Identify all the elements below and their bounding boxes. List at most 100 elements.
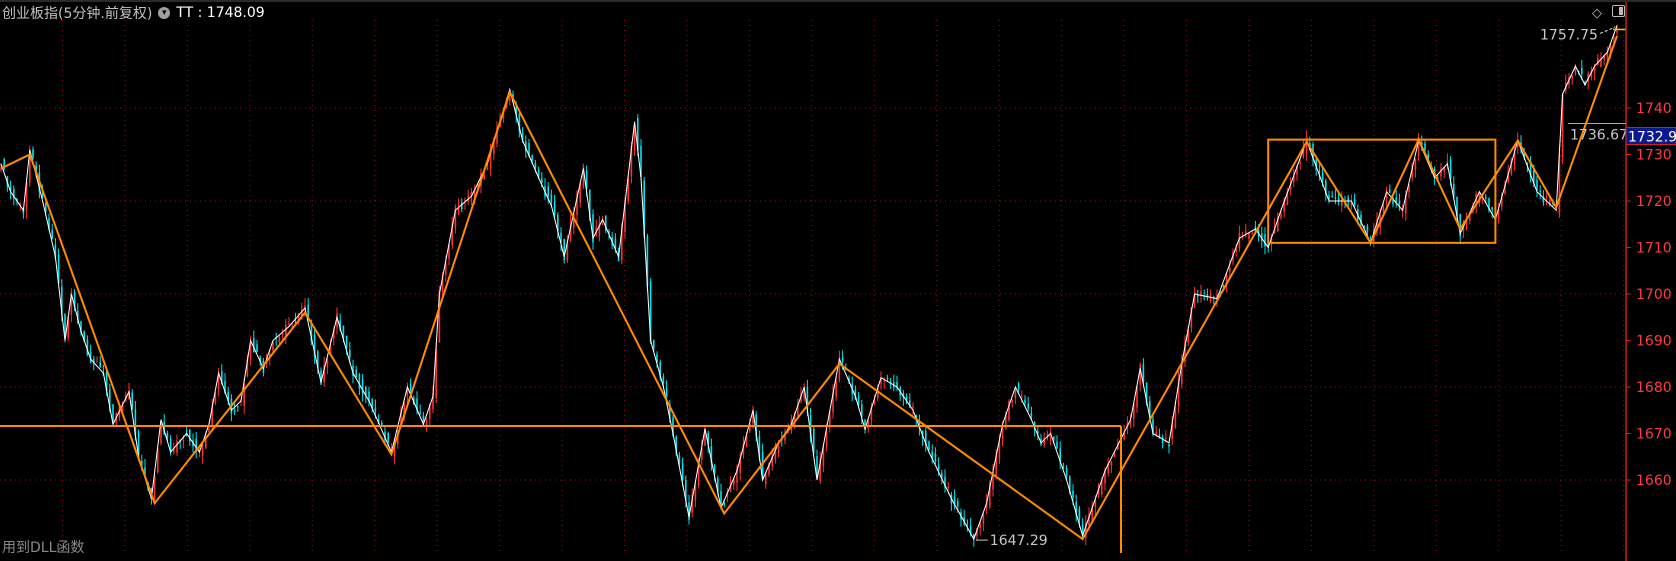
candle-body — [176, 440, 178, 453]
candle-body — [470, 191, 473, 197]
candle-body — [1293, 175, 1295, 182]
candle-body — [969, 525, 972, 534]
candle-body — [377, 419, 380, 424]
annotations: 1757.75 1647.29 1736.67 1732.9 — [975, 26, 1676, 549]
candle-body — [825, 431, 828, 448]
candle-body — [573, 214, 575, 228]
candle-body — [557, 214, 559, 232]
circle-chevron-down-icon[interactable]: ▾ — [158, 7, 171, 19]
candle-body — [1110, 461, 1113, 466]
candle-body — [99, 362, 101, 368]
zigzag-line[interactable] — [0, 35, 1618, 541]
diamond-icon[interactable]: ◇ — [1592, 6, 1602, 21]
candle-body — [925, 430, 927, 446]
candle-body — [25, 181, 28, 211]
candle-body — [1059, 448, 1061, 463]
candle-body — [237, 405, 239, 408]
candle-body — [1382, 205, 1385, 212]
candle-body — [1443, 166, 1445, 172]
candle-body — [771, 455, 773, 467]
candle-body — [509, 91, 511, 101]
candle-body — [649, 281, 652, 342]
candle-body — [1408, 185, 1410, 192]
candle-body — [941, 472, 943, 479]
candle-body — [1446, 161, 1449, 164]
candle-body — [896, 381, 898, 389]
candle-body — [829, 412, 831, 425]
candle-body — [361, 379, 364, 395]
candle-body — [45, 203, 47, 212]
candle-body — [1440, 168, 1442, 177]
candle-body — [1251, 233, 1253, 235]
candle-body — [61, 286, 63, 315]
candle-body — [29, 149, 31, 184]
candle-body — [1197, 294, 1199, 297]
candle-body — [160, 421, 162, 444]
candle-body — [653, 340, 655, 349]
candle-body — [1453, 183, 1455, 197]
candle-body — [835, 381, 837, 397]
range-rectangle[interactable] — [1267, 138, 1497, 244]
dll-notice: 用到DLL函数 — [2, 540, 85, 556]
candle-body — [464, 199, 466, 202]
candle-body — [246, 358, 249, 376]
candle-body — [493, 141, 495, 155]
candle-body — [1520, 142, 1522, 146]
candle-body — [41, 191, 44, 196]
candle-body — [1225, 274, 1228, 286]
candle-body — [659, 361, 661, 378]
y-tick-label: 1740 — [1636, 101, 1672, 117]
candle-body — [822, 446, 825, 467]
candle-body — [701, 447, 703, 460]
candle-body — [838, 358, 841, 380]
candle-body — [1283, 199, 1285, 212]
candle-body — [1165, 437, 1167, 439]
candle-body — [608, 230, 610, 234]
candle-body — [637, 117, 639, 151]
high-label: 1757.75 — [1540, 27, 1598, 43]
candle-body — [1072, 490, 1074, 498]
candle-body — [259, 357, 261, 363]
candle-body — [566, 243, 569, 261]
candle-body — [723, 503, 725, 505]
candle-body — [1238, 233, 1241, 249]
candle-body — [89, 352, 92, 363]
candle-body — [409, 383, 412, 390]
candle-body — [1021, 395, 1023, 397]
candle-body — [1462, 225, 1465, 232]
candle-body — [857, 396, 860, 406]
candle-body — [1085, 522, 1087, 538]
drawings[interactable] — [0, 28, 1626, 553]
candle-body — [848, 377, 850, 382]
candle-body — [1366, 226, 1369, 233]
candle-body — [1171, 422, 1173, 440]
candle-body — [797, 404, 799, 417]
candle-body — [217, 374, 220, 389]
candle-body — [457, 203, 460, 214]
candle-body — [73, 291, 76, 308]
candle-body — [1398, 201, 1401, 206]
candle-body — [1421, 142, 1423, 146]
candle-body — [592, 214, 594, 243]
candle-body — [1363, 226, 1365, 228]
candle-body — [931, 451, 933, 459]
candle-body — [1331, 195, 1333, 198]
candle-body — [118, 406, 121, 418]
candle-body — [717, 478, 719, 493]
candle-body — [886, 377, 889, 379]
candle-body — [1117, 443, 1119, 450]
candle-body — [1571, 76, 1573, 79]
candle-body — [1043, 437, 1045, 445]
candles — [0, 24, 1618, 547]
candle-body — [998, 440, 1001, 460]
candle-body — [1101, 480, 1103, 494]
candle-body — [1088, 513, 1090, 526]
candle-body — [173, 449, 175, 452]
candle-body — [861, 404, 863, 417]
candle-body — [1094, 500, 1097, 508]
candle-body — [598, 223, 601, 237]
candle-body — [96, 361, 98, 363]
candle-body — [582, 166, 585, 187]
panel-toggle-icon[interactable] — [1612, 5, 1625, 17]
